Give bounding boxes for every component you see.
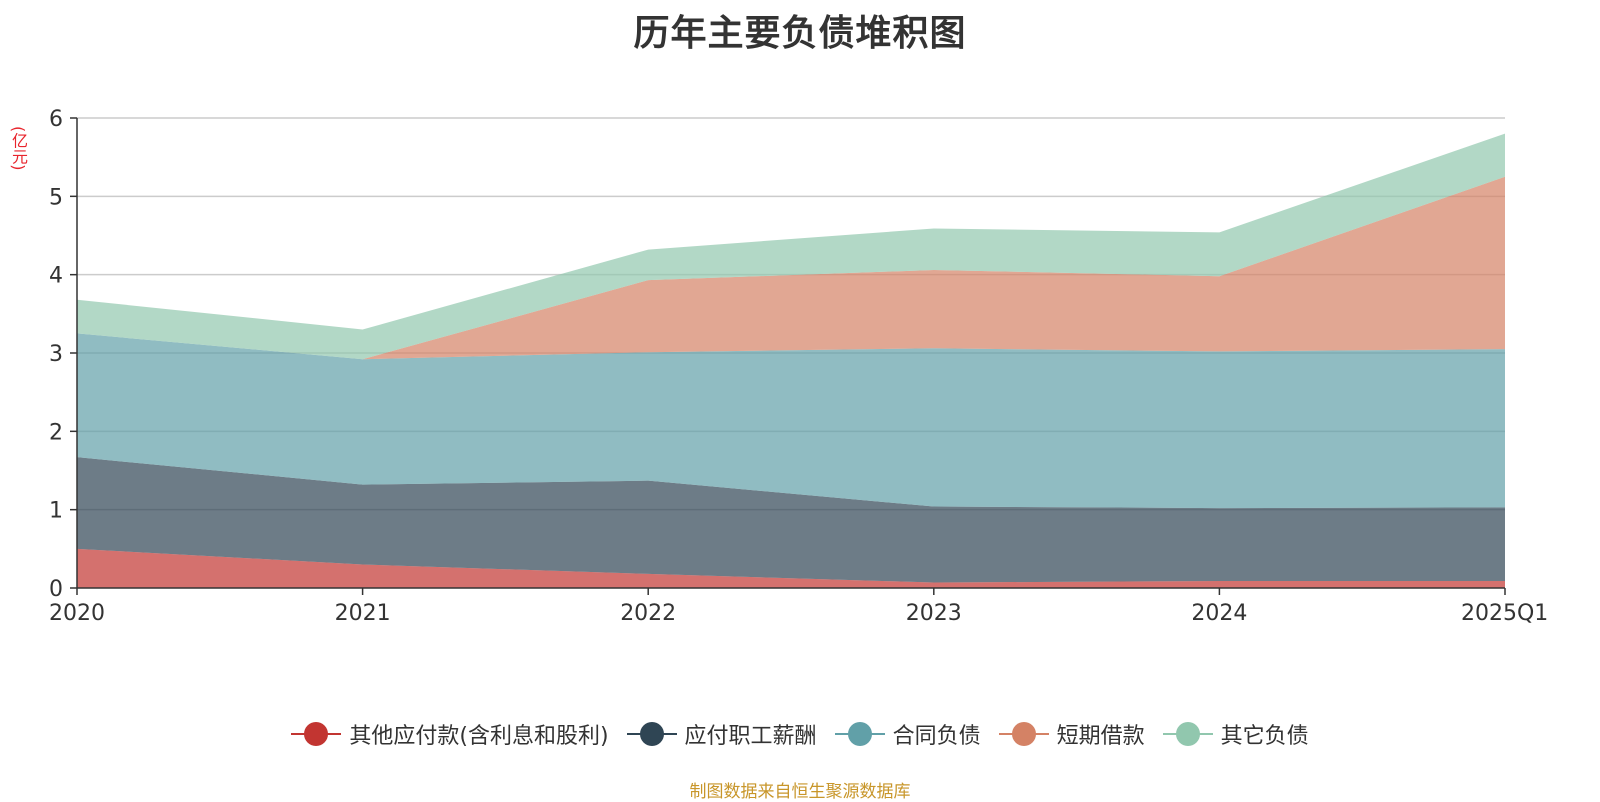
area-series [77, 176, 1505, 360]
legend-label: 应付职工薪酬 [684, 724, 817, 749]
legend-item[interactable]: 其他应付款(含利息和股利) [291, 718, 609, 750]
x-tick-label: 2021 [335, 601, 391, 626]
legend-dot-icon [304, 722, 329, 746]
legend-dot-icon [1011, 722, 1036, 746]
legend-item[interactable]: 合同负债 [834, 718, 981, 750]
x-tick-label: 2024 [1191, 601, 1247, 626]
legend-item[interactable]: 其它负债 [1162, 718, 1309, 750]
legend-dot-icon [1175, 722, 1200, 746]
area-series [77, 548, 1505, 588]
legend-label: 合同负债 [892, 724, 981, 749]
legend-swatch-icon [834, 721, 885, 747]
legend-swatch-icon [291, 721, 342, 747]
x-tick-label: 2025Q1 [1461, 601, 1548, 626]
legend-swatch-icon [626, 721, 677, 747]
legend-label: 其它负债 [1220, 724, 1309, 749]
y-tick-label: 4 [49, 264, 63, 289]
chart-title: 历年主要负债堆积图 [633, 13, 967, 54]
legend-dot-icon [847, 722, 872, 746]
area-series [77, 457, 1505, 583]
y-axis-unit-label: (亿元) [9, 125, 28, 171]
area-series [77, 133, 1505, 360]
tick-labels: 0 1 2 3 4 5 6 2020 2021 2022 2023 2024 2025Q1 [49, 107, 1548, 626]
y-tick-label: 1 [49, 499, 63, 524]
source-note: 制图数据来自恒生聚源数据库 [689, 782, 911, 802]
stacked-areas [77, 133, 1505, 588]
legend-label: 短期借款 [1056, 724, 1145, 749]
x-tick-label: 2023 [906, 601, 962, 626]
chart-legend: 其他应付款(含利息和股利) 应付职工薪酬 合同负债 短期借款 其它负债 [0, 718, 1600, 750]
y-tick-label: 2 [49, 420, 63, 445]
legend-item[interactable]: 短期借款 [998, 718, 1145, 750]
y-tick-label: 6 [49, 107, 63, 132]
area-series [77, 333, 1505, 509]
x-tick-label: 2022 [620, 601, 676, 626]
y-tick-label: 5 [49, 185, 63, 210]
y-tick-label: 0 [49, 577, 63, 602]
y-tick-label: 3 [49, 342, 63, 367]
legend-label: 其他应付款(含利息和股利) [349, 724, 609, 749]
legend-dot-icon [639, 722, 664, 746]
legend-item[interactable]: 应付职工薪酬 [626, 718, 817, 750]
legend-swatch-icon [1162, 721, 1213, 747]
legend-swatch-icon [998, 721, 1049, 747]
axes [70, 117, 1506, 595]
x-tick-label: 2020 [49, 601, 105, 626]
